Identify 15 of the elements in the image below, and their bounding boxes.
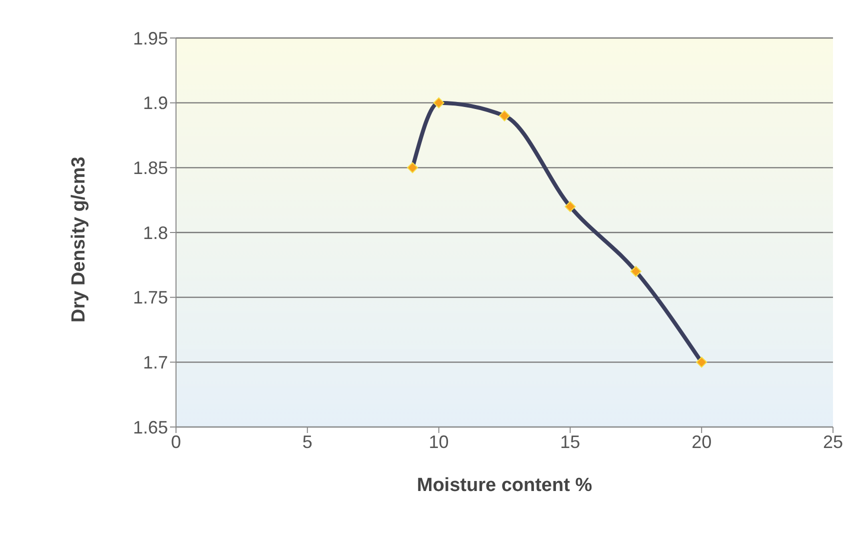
y-tick-label: 1.65 [132, 417, 168, 438]
y-tick-label: 1.9 [142, 93, 168, 114]
y-tick-label: 1.7 [142, 352, 168, 373]
y-tick-label: 1.85 [132, 158, 168, 178]
x-tick-label: 15 [560, 432, 580, 452]
y-tick-label: 1.8 [142, 222, 168, 243]
x-tick-label: 10 [428, 432, 449, 452]
x-tick-label: 0 [170, 432, 182, 452]
x-tick-label: 20 [692, 432, 712, 452]
y-axis-title: Dry Density g/cm3 [68, 156, 90, 322]
y-tick-label: 1.95 [132, 28, 168, 48]
x-tick-label: 25 [822, 432, 844, 452]
x-tick-label: 5 [302, 432, 312, 452]
x-axis-title: Moisture content % [416, 475, 592, 496]
y-tick-label: 1.75 [132, 288, 168, 308]
